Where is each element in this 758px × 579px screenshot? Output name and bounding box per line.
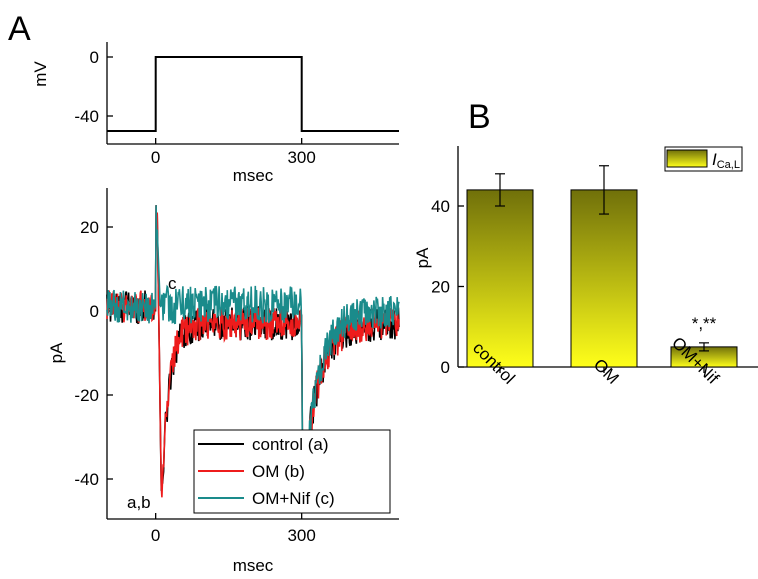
voltage-step-trace bbox=[107, 56, 399, 132]
legend-label-om-nif: OM+Nif (c) bbox=[252, 489, 335, 508]
significance-marker: *,** bbox=[692, 314, 717, 333]
bars bbox=[466, 165, 738, 368]
current-trace-chart: 0 300 20 0 -20 -40 pA msec c a,b control (a) … bbox=[47, 188, 400, 575]
annotation-c: c bbox=[168, 274, 177, 293]
voltage-x-tick-label: 300 bbox=[287, 148, 315, 167]
legend-label-control: control (a) bbox=[252, 435, 329, 454]
panel-label-a: A bbox=[8, 10, 31, 48]
current-x-tick-label: 0 bbox=[151, 526, 160, 545]
bar-om bbox=[570, 189, 638, 368]
annotation-ab: a,b bbox=[127, 493, 151, 512]
bar-control bbox=[466, 189, 534, 368]
current-y-tick-label: -40 bbox=[74, 470, 99, 489]
bar-y-tick-label: 40 bbox=[431, 197, 450, 216]
voltage-ticks: 0 300 0 -40 bbox=[74, 48, 315, 167]
current-y-tick-label: -20 bbox=[74, 386, 99, 405]
bar-ticks: 0 20 40 bbox=[431, 197, 464, 377]
bar-y-tick-label: 0 bbox=[441, 358, 450, 377]
current-legend: control (a) OM (b) OM+Nif (c) bbox=[193, 429, 391, 514]
bar-legend: ICa,L bbox=[664, 146, 743, 172]
bar-legend-label-main: I bbox=[712, 150, 717, 169]
legend-label-om: OM (b) bbox=[252, 462, 305, 481]
bar-y-tick-label: 20 bbox=[431, 278, 450, 297]
current-y-tick-label: 20 bbox=[80, 218, 99, 237]
current-y-label: pA bbox=[47, 342, 66, 363]
voltage-y-tick-label: 0 bbox=[90, 48, 99, 67]
current-trace-om-nif bbox=[106, 205, 400, 505]
bar-legend-swatch bbox=[666, 149, 708, 168]
current-y-tick-label: 0 bbox=[90, 302, 99, 321]
current-x-tick-label: 300 bbox=[287, 526, 315, 545]
voltage-protocol-chart: 0 300 0 -40 mV msec bbox=[31, 42, 399, 185]
voltage-x-tick-label: 0 bbox=[151, 148, 160, 167]
current-traces bbox=[106, 205, 400, 505]
current-x-label: msec bbox=[233, 556, 274, 575]
voltage-x-label: msec bbox=[233, 166, 274, 185]
bar-legend-label: ICa,L bbox=[712, 150, 740, 171]
voltage-y-tick-label: -40 bbox=[74, 107, 99, 126]
panel-label-b: B bbox=[468, 98, 491, 136]
voltage-y-label: mV bbox=[31, 61, 50, 87]
bar-legend-label-sub: Ca,L bbox=[717, 159, 740, 171]
current-ticks: 0 300 20 0 -20 -40 bbox=[74, 218, 315, 545]
bar-y-label: pA bbox=[413, 247, 432, 268]
